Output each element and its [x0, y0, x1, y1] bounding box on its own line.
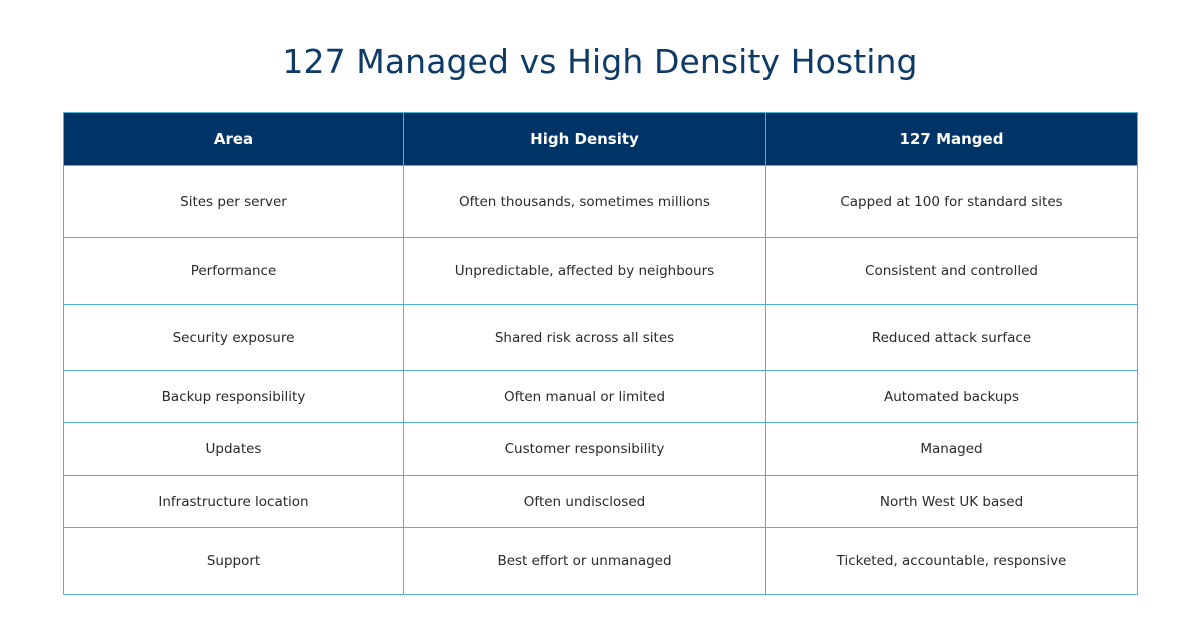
- cell-high-density: Unpredictable, affected by neighbours: [403, 237, 766, 305]
- comparison-table: Area High Density 127 Manged Sites per s…: [63, 112, 1138, 595]
- cell-127-managed: Reduced attack surface: [765, 304, 1138, 371]
- cell-127-managed: Managed: [765, 422, 1138, 476]
- cell-high-density: Often manual or limited: [403, 370, 766, 423]
- cell-area: Sites per server: [63, 165, 404, 238]
- cell-area: Infrastructure location: [63, 475, 404, 528]
- table-row: Sites per server Often thousands, someti…: [63, 165, 1138, 238]
- table-header-row: Area High Density 127 Manged: [63, 112, 1138, 166]
- column-header-area: Area: [63, 112, 404, 166]
- table-row: Infrastructure location Often undisclose…: [63, 475, 1138, 528]
- table-row: Updates Customer responsibility Managed: [63, 422, 1138, 476]
- table-row: Support Best effort or unmanaged Tickete…: [63, 527, 1138, 595]
- page-title: 127 Managed vs High Density Hosting: [282, 42, 918, 81]
- cell-high-density: Customer responsibility: [403, 422, 766, 476]
- cell-127-managed: North West UK based: [765, 475, 1138, 528]
- cell-high-density: Often thousands, sometimes millions: [403, 165, 766, 238]
- cell-area: Performance: [63, 237, 404, 305]
- cell-high-density: Often undisclosed: [403, 475, 766, 528]
- cell-high-density: Shared risk across all sites: [403, 304, 766, 371]
- table-row: Security exposure Shared risk across all…: [63, 304, 1138, 371]
- cell-area: Updates: [63, 422, 404, 476]
- cell-127-managed: Consistent and controlled: [765, 237, 1138, 305]
- table-row: Backup responsibility Often manual or li…: [63, 370, 1138, 423]
- cell-127-managed: Automated backups: [765, 370, 1138, 423]
- cell-high-density: Best effort or unmanaged: [403, 527, 766, 595]
- table-row: Performance Unpredictable, affected by n…: [63, 237, 1138, 305]
- cell-127-managed: Ticketed, accountable, responsive: [765, 527, 1138, 595]
- cell-127-managed: Capped at 100 for standard sites: [765, 165, 1138, 238]
- column-header-127-managed: 127 Manged: [765, 112, 1138, 166]
- cell-area: Backup responsibility: [63, 370, 404, 423]
- cell-area: Security exposure: [63, 304, 404, 371]
- column-header-high-density: High Density: [403, 112, 766, 166]
- cell-area: Support: [63, 527, 404, 595]
